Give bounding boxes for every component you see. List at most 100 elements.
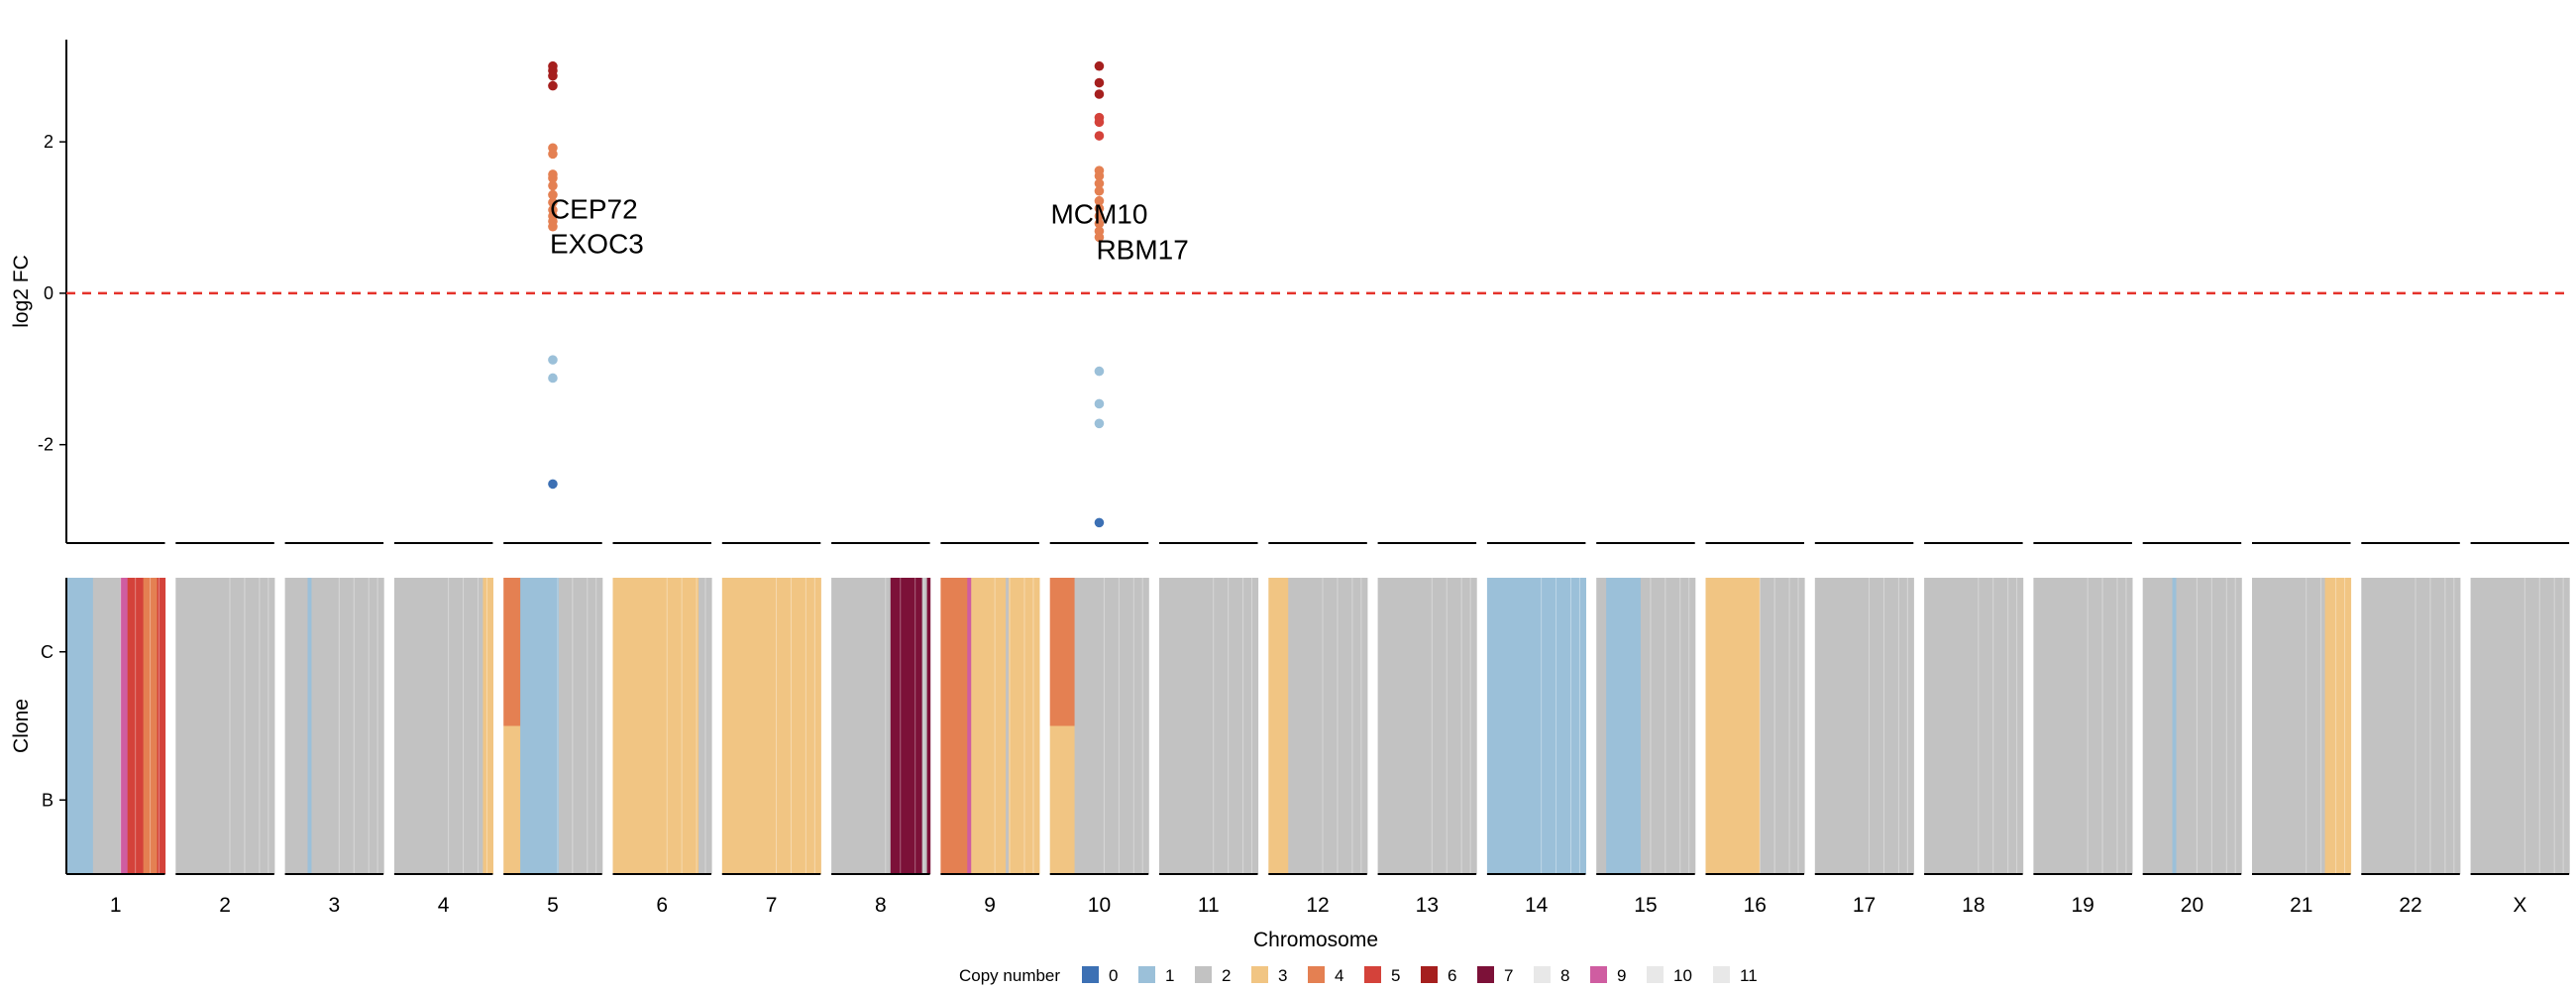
- y-tick-label: 2: [44, 132, 54, 152]
- data-point: [1094, 77, 1105, 88]
- cn-segment: [721, 578, 821, 726]
- legend-swatch: [1195, 966, 1212, 983]
- data-point: [1094, 60, 1105, 71]
- data-point: [1094, 178, 1105, 188]
- cn-segment: [307, 578, 313, 726]
- legend-label: 5: [1391, 966, 1400, 985]
- cn-segment: [1159, 578, 1259, 726]
- legend-swatch: [1713, 966, 1730, 983]
- chromosome-tick-label: 15: [1634, 894, 1657, 917]
- chromosome-tick-label: 9: [984, 894, 996, 917]
- chromosome-tick-label: 18: [1962, 894, 1985, 917]
- chromosome-tick-label: 1: [110, 894, 122, 917]
- cn-segment: [1640, 725, 1696, 874]
- chromosome-tick-label: 21: [2290, 894, 2312, 917]
- chromosome-tick-label: 17: [1853, 894, 1876, 917]
- cn-segment: [1009, 578, 1040, 726]
- cn-segment: [921, 725, 928, 874]
- cn-segment: [143, 578, 159, 726]
- cn-segment: [120, 725, 129, 874]
- cn-segment: [2252, 578, 2326, 726]
- cn-segment: [940, 578, 968, 726]
- data-point: [1094, 211, 1105, 221]
- cn-segment: [1006, 578, 1010, 726]
- cn-segment: [1074, 725, 1149, 874]
- cn-segment: [66, 578, 94, 726]
- cn-segment: [2361, 725, 2461, 874]
- gene-label: MCM10: [1050, 199, 1147, 230]
- legend-label: 8: [1560, 966, 1569, 985]
- cn-segment: [1606, 725, 1642, 874]
- cn-segment: [2324, 578, 2352, 726]
- cn-segment: [503, 725, 521, 874]
- cn-segment: [1006, 725, 1010, 874]
- cn-segment: [1049, 578, 1076, 726]
- cn-segment: [284, 578, 309, 726]
- y-axis-title: log2 FC: [10, 255, 33, 328]
- cn-segment: [1924, 725, 2024, 874]
- chromosome-tick-label: 5: [547, 894, 559, 917]
- cn-segment: [2033, 578, 2133, 726]
- cn-segment: [612, 578, 699, 726]
- cn-segment: [311, 725, 384, 874]
- cn-segment: [1377, 578, 1477, 726]
- cn-segment: [503, 578, 521, 726]
- cn-segment: [1814, 578, 1914, 726]
- cn-segment: [1049, 725, 1076, 874]
- gene-label: EXOC3: [550, 228, 644, 259]
- cn-segment: [483, 578, 493, 726]
- chromosome-tick-label: 6: [656, 894, 668, 917]
- cn-segment: [558, 578, 603, 726]
- legend-label: 7: [1504, 966, 1513, 985]
- cn-segment: [1814, 725, 1914, 874]
- data-point: [1094, 517, 1105, 528]
- data-point: [1094, 398, 1105, 409]
- legend-label: 11: [1740, 966, 1758, 985]
- data-point: [1094, 170, 1105, 181]
- chromosome-tick-label: 20: [2181, 894, 2203, 917]
- cn-segment: [721, 725, 821, 874]
- cn-segment: [2142, 578, 2174, 726]
- cn-segment: [127, 725, 145, 874]
- data-point: [548, 80, 558, 91]
- data-point: [1094, 418, 1105, 429]
- legend-title: Copy number: [959, 966, 1060, 985]
- log2fc-panel: -2 0 2 log2 FC CEP72 EXOC3 MCM10 RBM17: [10, 40, 2570, 544]
- cn-segment: [157, 578, 166, 726]
- cn-segment: [2033, 725, 2133, 874]
- data-point: [1094, 366, 1105, 377]
- data-point: [1094, 218, 1105, 229]
- clone-heatmap-panel: 1 2 3 4 5 6 7 8 9 10 11 12 13 14 15 16 17 18 19 20 21 22 XCBCl…: [10, 578, 2570, 951]
- legend-swatch: [1534, 966, 1551, 983]
- cn-segment: [175, 578, 275, 726]
- data-point: [548, 197, 558, 208]
- data-point: [1094, 131, 1105, 141]
- legend-label: 2: [1222, 966, 1231, 985]
- cn-segment: [1760, 578, 1805, 726]
- cn-segment: [1377, 725, 1477, 874]
- cn-segment: [127, 578, 145, 726]
- cn-segment: [483, 725, 493, 874]
- legend-swatch: [1647, 966, 1664, 983]
- gene-label: CEP72: [550, 193, 638, 224]
- cn-segment: [1596, 578, 1607, 726]
- data-point: [1094, 117, 1105, 128]
- cn-segment: [2324, 725, 2352, 874]
- cn-segment: [831, 578, 892, 726]
- cn-segment: [393, 725, 484, 874]
- copy-number-legend: Copy number 0 1 2 3 4 5 6 7 8 9 10 11: [959, 966, 1758, 985]
- cn-segment: [558, 725, 603, 874]
- legend-label: 10: [1673, 966, 1692, 985]
- cn-segment: [612, 725, 699, 874]
- cn-segment: [1640, 578, 1696, 726]
- data-point: [548, 149, 558, 160]
- chromosome-tick-label: 7: [766, 894, 778, 917]
- x-axis-title: Chromosome: [1253, 929, 1378, 951]
- cn-segment: [2470, 578, 2570, 726]
- legend-label: 1: [1165, 966, 1174, 985]
- legend-label: 3: [1278, 966, 1287, 985]
- legend-swatch: [1138, 966, 1155, 983]
- cn-segment: [890, 578, 923, 726]
- cn-segment: [1705, 725, 1761, 874]
